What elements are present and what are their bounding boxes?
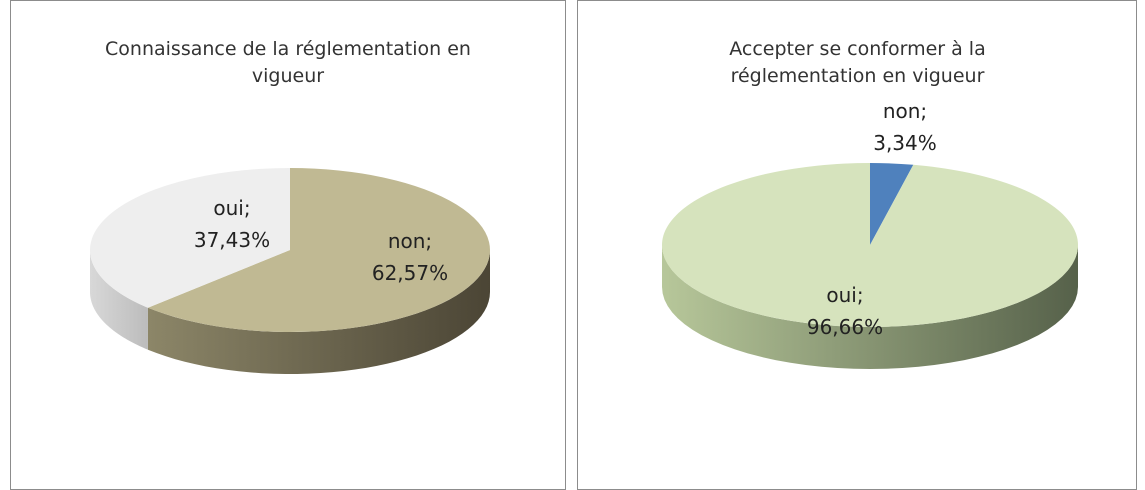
slice (662, 163, 1078, 327)
data-label: 3,34% (873, 131, 937, 155)
chart-title: Accepter se conformer à la réglementatio… (729, 38, 986, 87)
slice-side (90, 250, 148, 350)
data-label-category: oui; (826, 283, 863, 307)
slice (870, 163, 914, 245)
data-label: 62,57% (372, 261, 448, 285)
data-label: 37,43% (194, 228, 270, 252)
slice (147, 168, 491, 333)
data-label-category: non; (388, 229, 432, 253)
slice-side (147, 250, 490, 374)
data-label-category: oui; (213, 196, 250, 220)
slice (90, 168, 290, 308)
chart-title: Connaissance de la réglementation en vig… (105, 38, 471, 87)
data-label-category: non; (883, 99, 927, 123)
slice-side (662, 245, 1078, 369)
data-label: 96,66% (807, 315, 883, 339)
